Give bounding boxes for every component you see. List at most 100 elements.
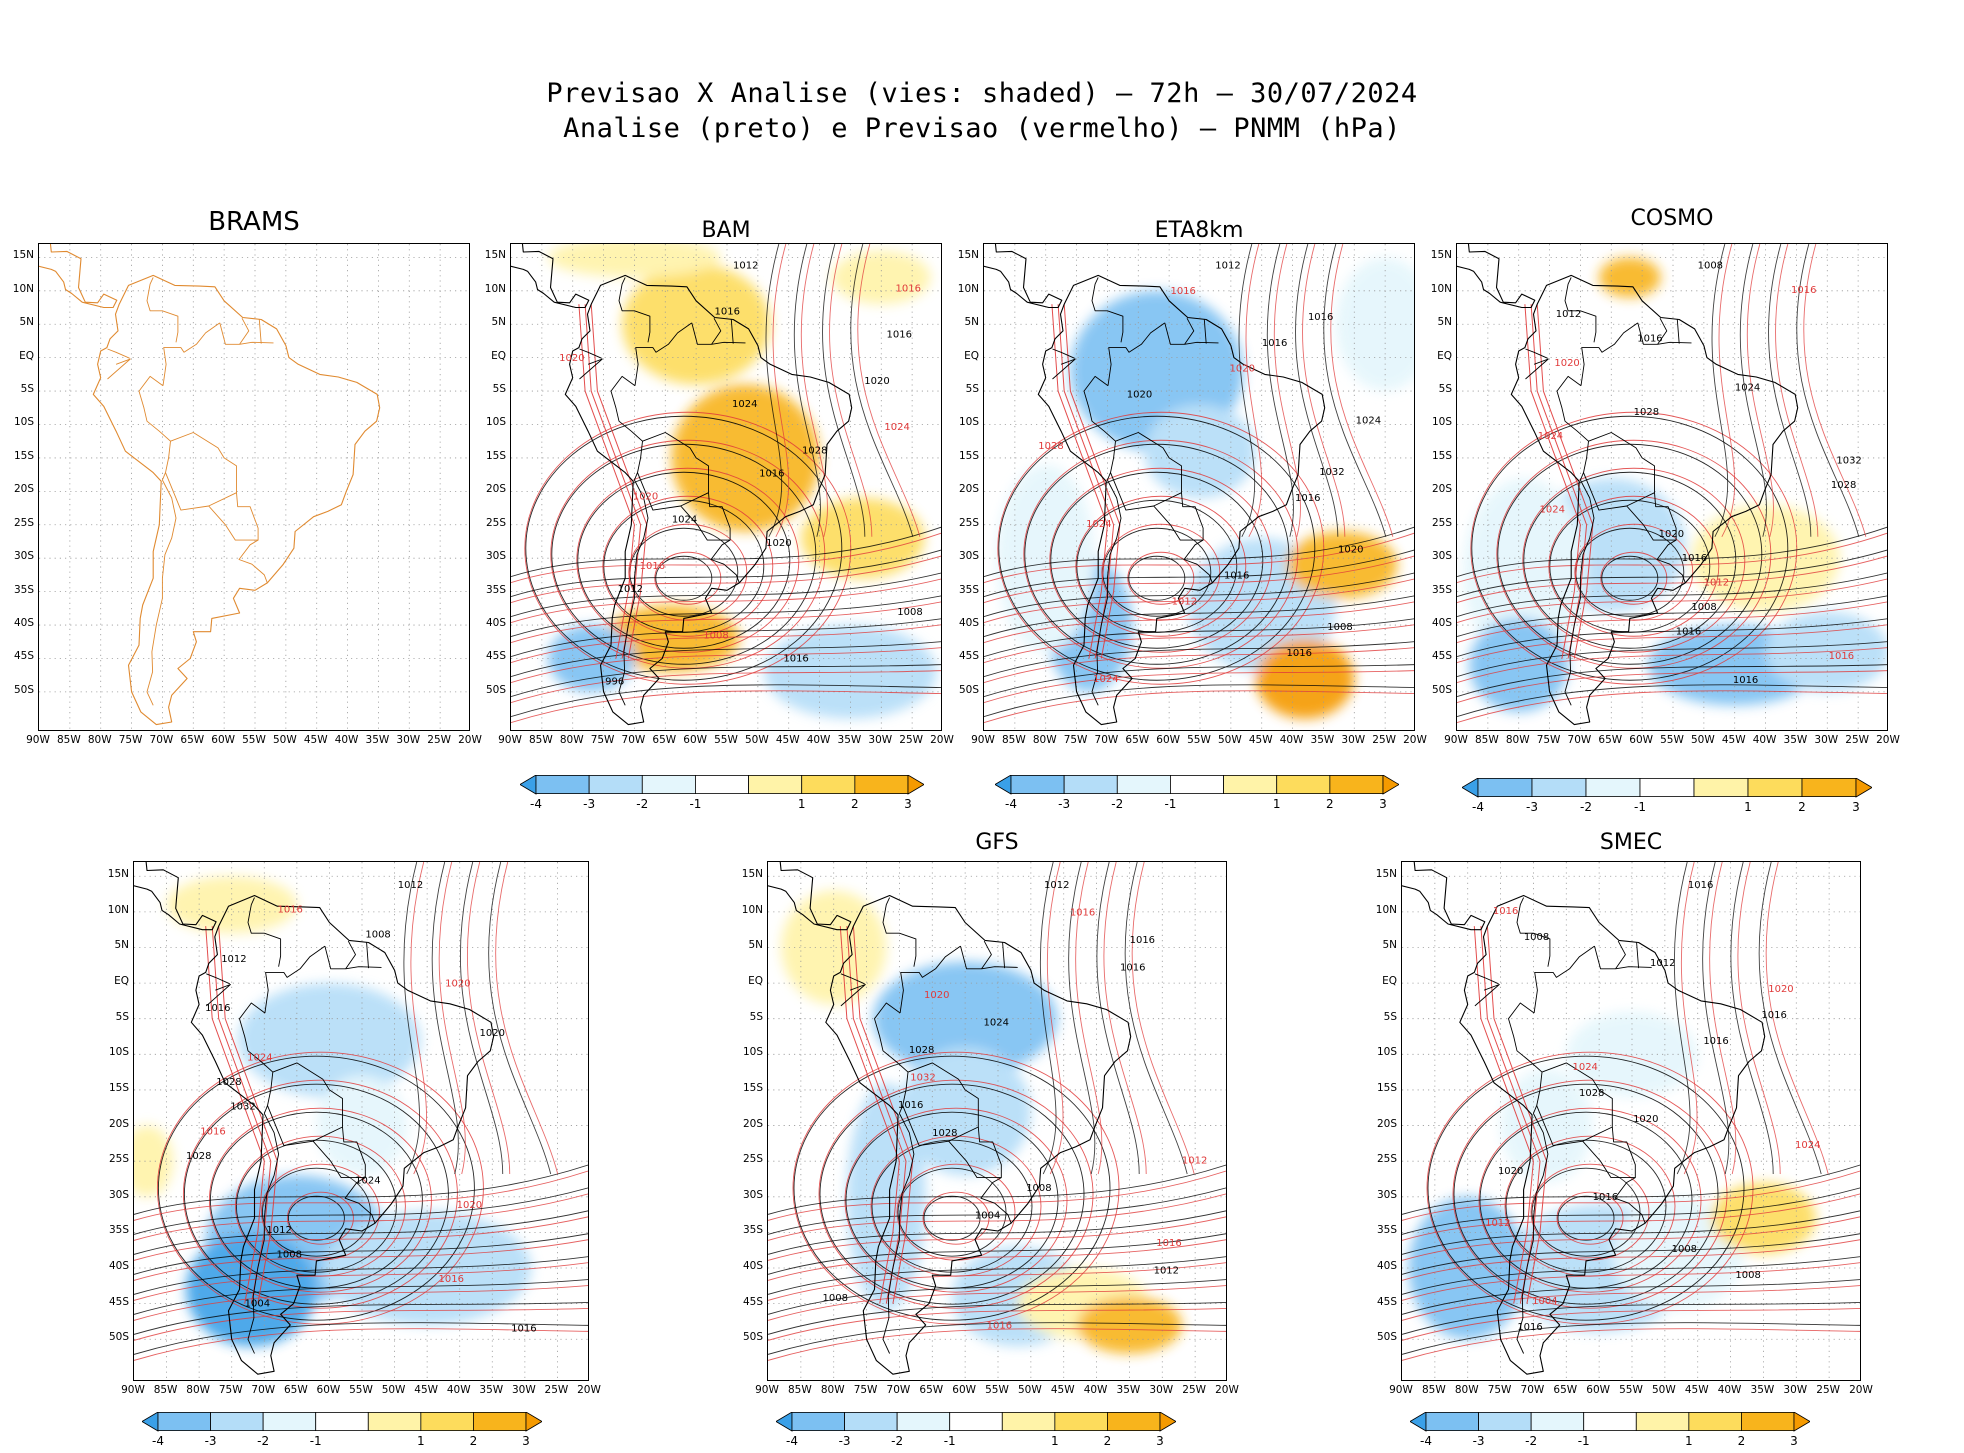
bias-area <box>1691 504 1840 612</box>
contour-label: 1008 <box>897 607 922 618</box>
lon-tick-label: 55W <box>714 734 738 746</box>
contour-label: 1008 <box>1327 622 1352 633</box>
contour-label: 1020 <box>633 492 658 503</box>
colorbar-label: -4 <box>786 1434 798 1448</box>
colorbar-label: -3 <box>839 1434 851 1448</box>
contour-label: 1016 <box>1130 935 1155 946</box>
contour-label: 1032 <box>910 1073 935 1084</box>
contour-label: 1024 <box>1735 382 1760 393</box>
lon-tick-label: 25W <box>899 734 924 746</box>
lon-tick-label: 20W <box>1403 734 1427 746</box>
lat-tick-label: 20S <box>742 1117 763 1130</box>
colorbar-swatch <box>748 775 803 795</box>
lat-tick-label: 15S <box>485 449 506 462</box>
contour-label: 1024 <box>672 515 697 526</box>
lat-tick-label: 15N <box>1430 249 1452 262</box>
lon-tick-label: 65W <box>652 734 677 746</box>
colorbar-swatch <box>1010 775 1065 795</box>
lat-tick-label: EQ <box>491 349 506 362</box>
smec-map-canvas: 1016 1016 1008 1012 1020 1016 1016 1024 1028 1020… <box>1402 862 1860 1380</box>
lon-tick-label: 70W <box>1520 1384 1545 1396</box>
lat-tick-label: 5S <box>749 1010 763 1023</box>
gfs-coastline <box>768 862 1132 1375</box>
contour-label: 1024 <box>732 399 757 410</box>
colorbar-swatch <box>1425 1412 1479 1432</box>
lon-tick-label: 40W <box>1083 1384 1108 1396</box>
lat-tick-label: 20S <box>13 483 34 496</box>
lon-tick-label: 80W <box>820 1384 845 1396</box>
contour-label: 1012 <box>1650 958 1675 969</box>
lat-tick-label: 10S <box>958 416 979 429</box>
colorbar-label: 1 <box>798 797 806 811</box>
lon-tick-label: 45W <box>1721 734 1746 746</box>
colorbar-swatch <box>1639 778 1695 798</box>
contour-label: 1008 <box>365 929 390 940</box>
colorbar-arrow-right <box>1382 774 1400 795</box>
lat-tick-label: 10S <box>485 416 506 429</box>
colorbar-swatch <box>1054 1412 1108 1432</box>
colorbar-swatch <box>949 1412 1003 1432</box>
lon-tick-label: 60W <box>211 734 236 746</box>
contour-label: 1016 <box>1593 1192 1618 1203</box>
eta8km-colorbar: -4-3-2-11234 <box>994 774 1440 816</box>
colorbar-arrow-left <box>775 1411 793 1432</box>
colorbar-label: -4 <box>1005 797 1017 811</box>
lon-tick-label: 40W <box>806 734 831 746</box>
lat-tick-label: 45S <box>742 1295 763 1308</box>
colorbar-label: -2 <box>1525 1434 1537 1448</box>
contour-label: 1020 <box>479 1028 504 1039</box>
cosmo-contour-labels: 1008 1016 1012 1016 1020 1024 1028 1024 1032 1028… <box>1538 260 1862 686</box>
lon-tick-label: 20W <box>930 734 954 746</box>
lat-tick-label: 35S <box>958 583 979 596</box>
lat-tick-label: 50S <box>742 1331 763 1344</box>
contour-label: 1016 <box>1676 626 1701 637</box>
colorbar-swatch <box>1530 1412 1585 1432</box>
lat-tick-label: 50S <box>485 683 506 696</box>
smec-contour-labels: 1016 1016 1008 1012 1020 1016 1016 1024 1028 1020… <box>1485 880 1820 1333</box>
lat-tick-label: 45S <box>13 650 34 663</box>
contour-label: 1024 <box>1086 519 1111 530</box>
lon-tick-label: 35W <box>1783 734 1808 746</box>
bias-area <box>238 983 421 1098</box>
bias-area <box>1612 1196 1744 1311</box>
contour-label: 1028 <box>932 1128 957 1139</box>
contour-label: 1012 <box>221 954 246 965</box>
lon-tick-label: 50W <box>1690 734 1715 746</box>
lon-tick-label: 50W <box>1651 1384 1676 1396</box>
lat-tick-label: 10S <box>108 1046 129 1059</box>
contour-label: 1020 <box>1127 390 1152 401</box>
contour-label: 1016 <box>1156 1238 1181 1249</box>
lon-tick-label: 55W <box>349 1384 373 1396</box>
lon-tick-label: 85W <box>56 734 81 746</box>
contour-label: 1004 <box>975 1210 1000 1221</box>
contour-label: 1016 <box>640 561 665 572</box>
colorbar-label: 2 <box>1738 1434 1746 1448</box>
lon-tick-label: 75W <box>1063 734 1088 746</box>
colorbar-label: 2 <box>470 1434 478 1448</box>
contour-label: 1016 <box>277 905 302 916</box>
lat-tick-label: EQ <box>964 349 979 362</box>
contour-label: 1016 <box>1761 1010 1786 1021</box>
gfs-gridlines <box>768 862 1226 1380</box>
contour-label: 1020 <box>1554 358 1579 369</box>
lat-tick-label: 15S <box>958 449 979 462</box>
lon-tick-label: 55W <box>1187 734 1211 746</box>
lat-tick-label: 10S <box>1376 1046 1397 1059</box>
lat-tick-label: 10S <box>13 416 34 429</box>
lat-tick-label: 25S <box>108 1153 129 1166</box>
contour-label: 1028 <box>186 1151 211 1162</box>
colorbar-label: -2 <box>1580 800 1592 814</box>
lon-tick-label: 20W <box>458 734 482 746</box>
lon-tick-label: 50W <box>1017 1384 1042 1396</box>
contour-label: 1016 <box>987 1320 1012 1331</box>
lat-tick-label: 35S <box>108 1224 129 1237</box>
colorbar-label: -3 <box>1526 800 1538 814</box>
lat-tick-label: 15N <box>484 249 506 262</box>
contour-label: 1016 <box>1733 675 1758 686</box>
colorbar-swatch <box>1107 1412 1161 1432</box>
contour-label: 1032 <box>230 1102 255 1113</box>
colorbar-arrow-right <box>1793 1411 1811 1432</box>
lon-tick-label: 85W <box>1001 734 1026 746</box>
lon-tick-label: 60W <box>1629 734 1654 746</box>
colorbar-swatch <box>1585 778 1641 798</box>
